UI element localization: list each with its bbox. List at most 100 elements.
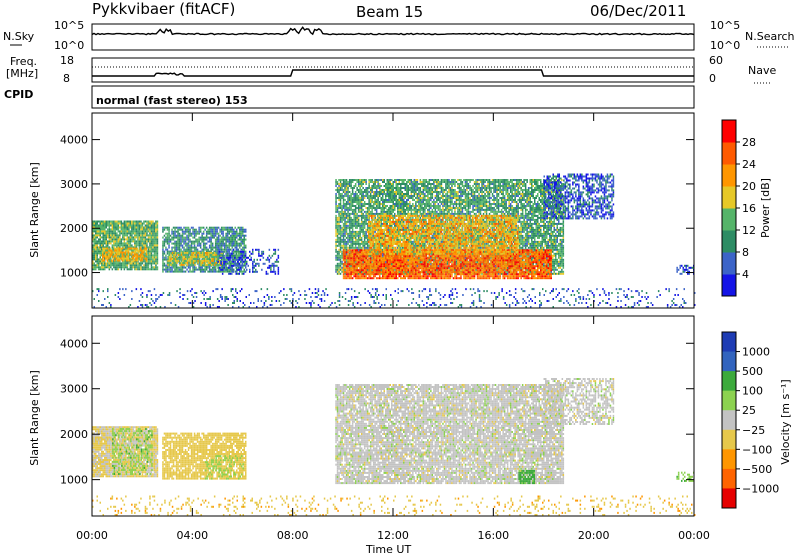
power-cell <box>180 271 182 273</box>
power-cell <box>192 227 194 229</box>
power-cell <box>118 238 120 240</box>
power-cell <box>119 240 121 242</box>
power-cell <box>100 238 102 240</box>
power-cell <box>141 252 143 254</box>
power-cell <box>110 262 112 264</box>
power-cell <box>125 244 127 246</box>
power-cell <box>146 244 148 246</box>
power-cell <box>177 233 179 235</box>
power-cell <box>95 234 97 236</box>
power-cell <box>152 256 154 258</box>
power-cell <box>101 262 103 264</box>
power-cell <box>104 250 106 252</box>
power-cell <box>148 227 150 229</box>
power-cell <box>113 264 115 266</box>
power-cell <box>212 243 214 245</box>
power-cell <box>115 223 117 225</box>
power-cell <box>116 262 118 264</box>
power-cell <box>218 245 220 247</box>
power-cell <box>125 223 127 225</box>
power-cell <box>186 235 188 237</box>
power-cell <box>114 250 116 252</box>
power-cell <box>201 241 203 243</box>
power-cell <box>151 240 153 242</box>
power-cell <box>192 233 194 235</box>
power-cell <box>154 242 156 244</box>
power-cell <box>104 227 106 229</box>
power-cell <box>110 266 112 268</box>
power-cell <box>180 227 182 229</box>
power-cell <box>151 256 153 258</box>
power-cell <box>118 234 120 236</box>
power-cell <box>204 229 206 231</box>
power-cell <box>148 238 150 240</box>
power-cell <box>170 235 172 237</box>
power-cell <box>136 262 138 264</box>
power-cell <box>94 234 96 236</box>
power-cell <box>148 262 150 264</box>
power-cell <box>155 232 157 234</box>
power-cell <box>106 240 108 242</box>
power-cell <box>140 223 142 225</box>
power-cell <box>109 234 111 236</box>
power-cell <box>94 254 96 256</box>
power-cell <box>173 271 175 273</box>
power-cell <box>100 230 102 232</box>
power-cell <box>204 249 206 251</box>
power-cell <box>116 254 118 256</box>
power-cell <box>106 242 108 244</box>
power-cell <box>94 230 96 232</box>
power-cell <box>106 262 108 264</box>
power-cell <box>212 237 214 239</box>
power-cell <box>125 250 127 252</box>
power-cell <box>109 266 111 268</box>
power-cell <box>176 243 178 245</box>
power-cell <box>195 231 197 233</box>
power-cell <box>148 223 150 225</box>
power-cell <box>116 266 118 268</box>
power-cell <box>203 233 205 235</box>
power-cell <box>157 223 159 225</box>
power-cell <box>154 225 156 227</box>
power-cell <box>95 242 97 244</box>
power-cell <box>216 239 218 241</box>
power-cell <box>137 256 139 258</box>
power-cell <box>216 245 218 247</box>
power-cell <box>194 245 196 247</box>
power-cell <box>183 237 185 239</box>
power-cell <box>116 238 118 240</box>
power-cell <box>142 234 144 236</box>
power-cell <box>137 225 139 227</box>
power-cell <box>209 237 211 239</box>
power-cell <box>134 256 136 258</box>
power-cell <box>95 248 97 250</box>
power-cell <box>183 249 185 251</box>
power-cell <box>126 260 128 262</box>
power-cell <box>127 228 129 230</box>
power-cell <box>127 234 129 236</box>
power-cell <box>168 235 170 237</box>
power-cell <box>194 267 196 269</box>
power-cell <box>216 243 218 245</box>
power-cell <box>195 235 197 237</box>
power-cell <box>151 232 153 234</box>
freq-right-tick-bottom: 0 <box>709 72 716 85</box>
power-cell <box>213 267 215 269</box>
power-cell <box>121 262 123 264</box>
power-cell <box>110 254 112 256</box>
power-cell <box>97 256 99 258</box>
power-cell <box>115 225 117 227</box>
power-cell <box>97 254 99 256</box>
power-cell <box>119 254 121 256</box>
power-cell <box>118 223 120 225</box>
power-cell <box>120 254 122 256</box>
power-cell <box>194 241 196 243</box>
power-cell <box>151 221 153 223</box>
power-cell <box>133 264 135 266</box>
power-cell <box>112 238 114 240</box>
power-cell <box>131 258 133 260</box>
power-cell <box>180 245 182 247</box>
power-cell <box>125 254 127 256</box>
power-cell <box>194 231 196 233</box>
power-cell <box>142 228 144 230</box>
